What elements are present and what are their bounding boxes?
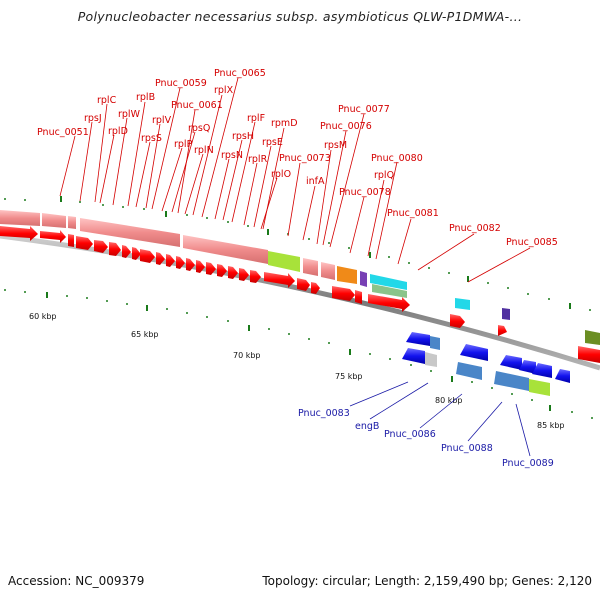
gene-label: rpsN (221, 150, 243, 161)
gene-label: rpsH (232, 131, 254, 142)
forward-labels: Pnuc_0051 rpsJ rplC rplD rplW rplB rpsS … (37, 68, 558, 248)
gene-label: rplQ (374, 170, 394, 181)
gene-label: rplO (271, 169, 291, 180)
scale-label: 80 kbp (435, 396, 463, 405)
reverse-genes (402, 332, 570, 396)
gene-label: Pnuc_0051 (37, 127, 89, 138)
gene-label: Pnuc_0077 (338, 104, 390, 115)
gene-label: Pnuc_0081 (387, 208, 439, 219)
gene-label: Pnuc_0076 (320, 121, 372, 132)
feature-band (0, 210, 600, 345)
gene-label: rplF (247, 113, 265, 124)
gene-label: rplB (136, 92, 155, 103)
gene-label: rpsQ (188, 123, 210, 134)
forward-genes (0, 226, 600, 363)
gene-label: Pnuc_0086 (384, 429, 436, 440)
gene-label: rpsJ (84, 113, 102, 124)
scale-label: 65 kbp (131, 330, 159, 339)
gene-label: rpsE (262, 137, 283, 148)
gene-label: Pnuc_0078 (339, 187, 391, 198)
gene-label: Pnuc_0089 (502, 458, 554, 469)
gene-label: rplD (108, 126, 128, 137)
gene-label: Pnuc_0059 (155, 78, 207, 89)
scale-label: 75 kbp (335, 372, 363, 381)
gene-label: Pnuc_0085 (506, 237, 558, 248)
gene-label: rpsM (324, 140, 347, 151)
accession-label: Accession: NC_009379 (8, 574, 145, 588)
gene-label: Pnuc_0082 (449, 223, 501, 234)
gene-label: rplW (118, 109, 141, 120)
gene-label: Pnuc_0080 (371, 153, 423, 164)
reverse-labels: Pnuc_0083 engB Pnuc_0086 Pnuc_0088 Pnuc_… (298, 408, 554, 469)
map-title: Polynucleobacter necessarius subsp. asym… (77, 9, 523, 24)
gene-label: Pnuc_0088 (441, 443, 493, 454)
gene-label: engB (355, 421, 379, 432)
topology-label: Topology: circular; Length: 2,159,490 bp… (262, 574, 592, 588)
forward-leader-lines (59, 77, 531, 283)
chromosome-backbone (0, 233, 600, 371)
scale-label: 70 kbp (233, 351, 261, 360)
gene-label: rplV (152, 115, 172, 126)
scale-ticks (4, 196, 593, 419)
gene-label: rplP (174, 139, 193, 150)
gene-label: rpsS (141, 133, 162, 144)
scale-label: 60 kbp (29, 312, 57, 321)
gene-label: infA (306, 176, 325, 187)
scale-label: 85 kbp (537, 421, 565, 430)
gene-label: rplC (97, 95, 117, 106)
gene-label: Pnuc_0073 (279, 153, 331, 164)
gene-label: Pnuc_0061 (171, 100, 223, 111)
gene-label: rpmD (271, 118, 298, 129)
scale-labels: 60 kbp 65 kbp 70 kbp 75 kbp 80 kbp 85 kb… (29, 312, 565, 430)
gene-label: rplR (248, 154, 268, 165)
gene-label: rplN (194, 145, 214, 156)
gene-label: Pnuc_0083 (298, 408, 350, 419)
reverse-leader-lines (349, 381, 531, 457)
gene-label: rplX (214, 85, 234, 96)
gene-label: Pnuc_0065 (214, 68, 266, 79)
